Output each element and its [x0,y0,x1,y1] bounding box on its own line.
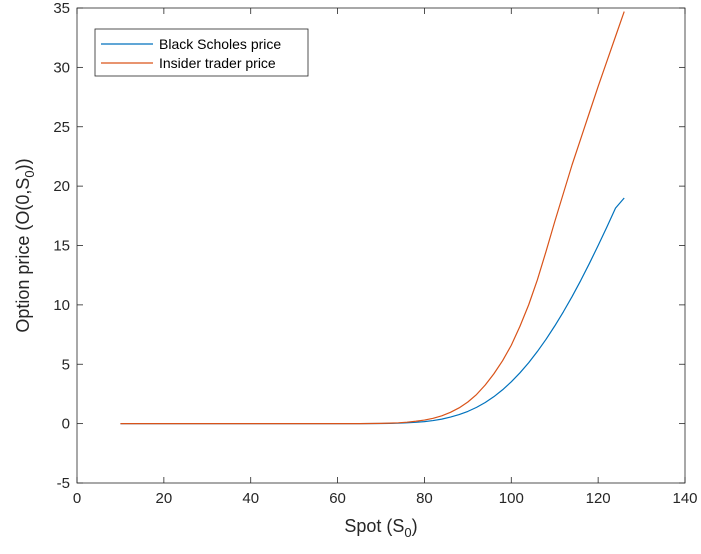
y-tick-label-10: 10 [53,297,70,314]
x-tick-label-0: 0 [73,490,81,507]
y-axis-label: Option price (O(0,S0)) [13,158,37,332]
x-tick-label-20: 20 [156,490,173,507]
x-tick-label-120: 120 [586,490,611,507]
y-tick-label-0: 0 [62,416,70,433]
x-tick-label-40: 40 [242,490,259,507]
y-tick-label-35: 35 [53,0,70,17]
x-tick-label-140: 140 [672,490,697,507]
legend: Black Scholes price Insider trader price [94,28,309,77]
x-tick-label-100: 100 [499,490,524,507]
y-tick-label-25: 25 [53,119,70,136]
y-tick-label-5: 5 [62,356,70,373]
y-tick-label-30: 30 [53,59,70,76]
legend-box [94,28,309,77]
y-tick-label-20: 20 [53,178,70,195]
series-line-1 [120,11,625,425]
x-axis-label: Spot (S0) [344,516,417,540]
y-tick-label-15: 15 [53,238,70,255]
legend-entry-0: Black Scholes price [159,36,281,52]
y-tick-label--5: -5 [57,475,70,492]
legend-entry-1: Insider trader price [159,55,276,71]
plot-area [120,11,625,425]
x-tick-label-60: 60 [329,490,346,507]
x-tick-label-80: 80 [416,490,433,507]
